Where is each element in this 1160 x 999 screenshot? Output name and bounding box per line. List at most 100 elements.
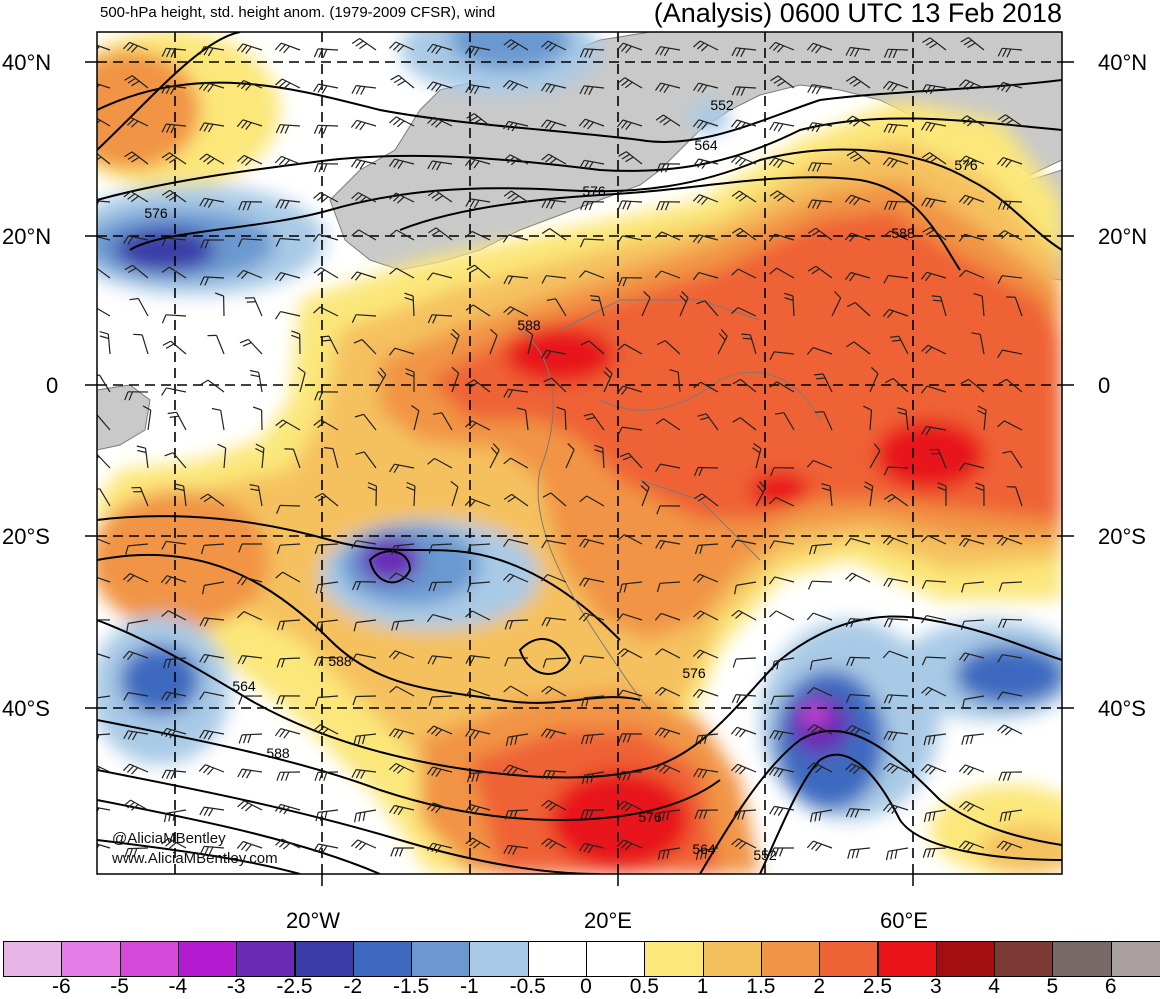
wind-barb	[968, 378, 985, 393]
wind-barb-feather	[431, 230, 440, 236]
wind-barb-feather	[319, 811, 324, 821]
wind-barb-feather	[247, 734, 252, 744]
wind-barb-feather	[388, 158, 396, 167]
country-borders	[519, 299, 821, 711]
wind-barb	[1001, 200, 1023, 203]
wind-barb	[926, 121, 947, 127]
wind-barb-feather	[126, 574, 135, 583]
wind-barb-feather	[618, 733, 623, 743]
wind-barb-feather	[207, 199, 214, 208]
wind-barb	[622, 613, 643, 621]
colorbar-label: 4	[988, 975, 1000, 998]
wind-barb-feather	[852, 728, 861, 736]
wind-barb-feather	[807, 227, 817, 234]
wind-barb-feather	[426, 614, 434, 623]
height-contours	[97, 32, 1062, 874]
wind-barb-feather	[161, 237, 167, 247]
wind-barb-feather	[510, 43, 519, 51]
wind-barb	[169, 189, 187, 203]
wind-barb-feather	[960, 378, 969, 385]
wind-barb-feather	[464, 158, 472, 167]
wind-barb-feather	[450, 332, 458, 340]
wind-barb	[737, 306, 757, 317]
wind-barb-feather	[549, 85, 556, 94]
wind-barb-feather	[411, 405, 420, 412]
wind-barb-feather	[888, 618, 893, 628]
wind-barb	[1004, 230, 1023, 241]
wind-barb	[869, 486, 874, 507]
wind-barb-feather	[405, 368, 415, 373]
wind-barb-feather	[275, 571, 283, 579]
wind-barb-feather	[806, 42, 814, 51]
wind-barb-feather	[583, 413, 593, 417]
wind-barb-feather	[811, 230, 820, 237]
wind-barb-feather	[161, 837, 169, 845]
wind-barb	[279, 543, 301, 546]
wind-barb-feather	[351, 85, 357, 94]
colorbar-swatch	[177, 941, 238, 977]
wind-barb-feather	[204, 239, 209, 249]
wind-barb	[965, 155, 985, 165]
wind-barb-feather	[697, 690, 704, 699]
wind-barb	[432, 766, 453, 773]
wind-barb-feather	[275, 199, 281, 209]
wind-barb-feather	[621, 650, 629, 658]
wind-barb-feather	[313, 48, 319, 58]
wind-barb-feather	[732, 417, 741, 423]
wind-barb-feather	[585, 697, 590, 707]
wind-barb	[97, 307, 111, 317]
wind-barb-feather	[777, 195, 786, 202]
wind-barb-feather	[887, 82, 894, 91]
wind-barb-feather	[883, 694, 889, 704]
colorbar-label: -3	[226, 975, 246, 998]
wind-barb-feather	[692, 573, 700, 582]
wind-barb-feather	[849, 196, 856, 204]
wind-barb	[128, 692, 149, 697]
wind-barb-feather	[507, 308, 515, 316]
wind-barb-feather	[666, 811, 670, 821]
wind-barb-feather	[468, 499, 476, 508]
wind-barb-feather	[389, 805, 395, 814]
wind-barb	[243, 154, 263, 165]
wind-barb	[831, 297, 842, 317]
wind-barb-feather	[997, 349, 1003, 359]
wind-barb-feather	[97, 45, 100, 51]
wind-barb	[356, 653, 377, 659]
wind-barb-feather	[392, 118, 401, 126]
colorbar-label: -0.5	[509, 975, 546, 998]
colorbar-swatch	[411, 941, 471, 977]
wind-barb-feather	[127, 236, 134, 245]
wind-barb	[853, 75, 871, 89]
wind-barb-feather	[241, 120, 248, 129]
wind-barb-feather	[821, 483, 831, 487]
wind-barb-feather	[236, 154, 245, 163]
wind-barb-feather	[1002, 771, 1007, 781]
wind-barb-feather	[681, 290, 689, 299]
wind-barb	[546, 728, 567, 735]
wind-barb-feather	[588, 201, 594, 211]
wind-barb	[849, 656, 871, 659]
wind-barb-feather	[165, 692, 172, 701]
wind-barb-feather	[806, 460, 814, 468]
wind-barb-feather	[275, 419, 284, 427]
wind-barb-feather	[513, 810, 518, 820]
wind-barb-feather	[809, 660, 813, 671]
wind-barb-feather	[399, 847, 404, 857]
wind-barb-feather	[779, 847, 784, 857]
wind-barb	[358, 229, 377, 241]
wind-barb-feather	[663, 84, 670, 94]
lat-label-eq-left: 0	[46, 373, 59, 398]
wind-barb-feather	[925, 426, 932, 436]
wind-barb-feather	[207, 124, 214, 133]
wind-barb-feather	[207, 731, 214, 740]
wind-barb	[395, 762, 415, 773]
wind-barb-feather	[393, 729, 400, 738]
anomaly-northatlantic-15	[97, 50, 200, 170]
wind-barb-feather	[769, 806, 775, 815]
wind-barb	[546, 617, 567, 621]
wind-barb-feather	[541, 838, 549, 845]
wind-barb	[363, 413, 377, 431]
wind-barb-feather	[469, 85, 476, 94]
wind-barb-feather	[475, 772, 480, 782]
wind-barb-feather	[430, 118, 439, 126]
